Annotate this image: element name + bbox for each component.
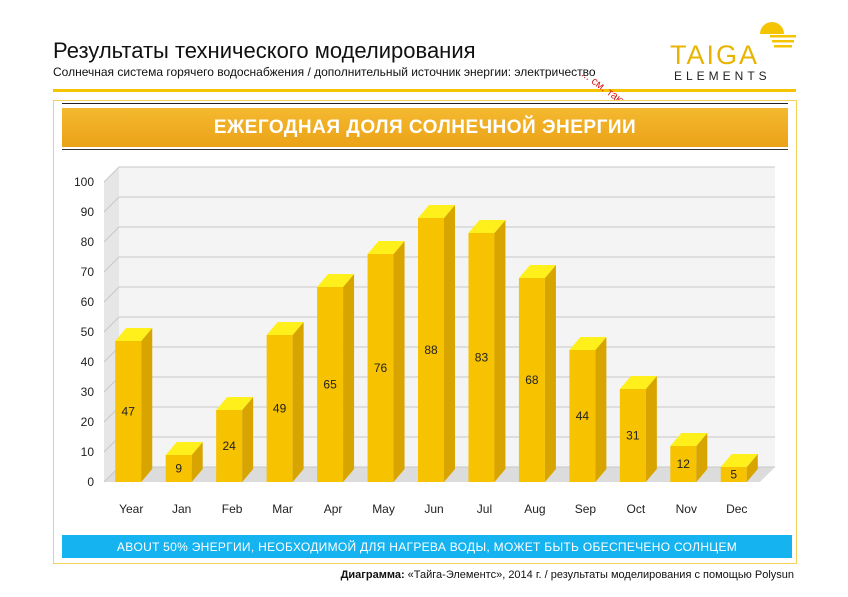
x-tick-label: Sep: [575, 502, 597, 516]
x-tick-label: Feb: [222, 502, 243, 516]
bar: [367, 254, 394, 482]
bar-side: [746, 454, 758, 482]
gridline: [103, 196, 775, 213]
data-label: 65: [323, 378, 337, 392]
gridline: [103, 286, 775, 303]
y-tick-label: 0: [87, 475, 94, 489]
bar: [569, 350, 596, 482]
chart-banner: ЕЖЕГОДНАЯ ДОЛЯ СОЛНЕЧНОЙ ЭНЕРГИИ: [62, 108, 788, 147]
bar: [468, 233, 495, 482]
bar-top: [367, 241, 405, 254]
bar: [266, 335, 293, 482]
gridline: [103, 166, 775, 183]
x-tick-label: May: [372, 502, 395, 516]
bar: [418, 218, 444, 482]
data-label: 68: [525, 373, 539, 387]
y-tick-label: 10: [81, 445, 95, 459]
chart-title: ЕЖЕГОДНАЯ ДОЛЯ СОЛНЕЧНОЙ ЭНЕРГИИ: [213, 116, 637, 138]
bar-top: [468, 220, 506, 233]
data-label: 9: [175, 462, 182, 476]
header-rule: [53, 89, 796, 92]
bar: [518, 278, 545, 482]
bar-top: [266, 322, 304, 335]
x-tick-label: Oct: [627, 502, 646, 516]
data-label: 83: [475, 351, 489, 365]
bar-top: [518, 265, 556, 278]
y-tick-label: 20: [81, 415, 95, 429]
caption-label: Диаграмма:: [340, 569, 405, 581]
gridline: [103, 256, 775, 273]
x-tick-label: Year: [119, 502, 143, 516]
y-tick-label: 60: [81, 295, 95, 309]
bar: [317, 287, 344, 482]
data-label: 47: [122, 405, 136, 419]
gridline: [103, 316, 775, 333]
y-tick-label: 50: [81, 325, 95, 339]
x-tick-label: Nov: [676, 502, 697, 516]
bar-top: [619, 376, 657, 389]
footer-text: ABOUT 50% ЭНЕРГИИ, НЕОБХОДИМОЙ ДЛЯ НАГРЕ…: [116, 539, 738, 554]
bar: [165, 455, 192, 482]
sun-icon: [758, 22, 798, 60]
bar: [720, 467, 747, 482]
data-label: 5: [730, 468, 737, 482]
data-label: 44: [576, 409, 590, 423]
bar-top: [165, 442, 203, 455]
y-tick-label: 80: [81, 235, 95, 249]
bar-top: [720, 454, 758, 467]
y-tick-label: 40: [81, 355, 95, 369]
bar-side: [645, 376, 657, 482]
banner-underline: [62, 149, 788, 150]
caption-text: «Тайга-Элементс», 2014 г. / результаты м…: [404, 569, 794, 581]
bar-side: [191, 442, 203, 482]
bar-side: [494, 220, 506, 482]
footer-bar: ABOUT 50% ЭНЕРГИИ, НЕОБХОДИМОЙ ДЛЯ НАГРЕ…: [62, 535, 792, 558]
bar-side: [242, 397, 254, 482]
x-tick-label: Jul: [477, 502, 492, 516]
data-label: 49: [273, 402, 287, 416]
data-label: 76: [374, 361, 388, 375]
frame-top-line: [62, 103, 788, 104]
x-tick-label: Dec: [726, 502, 747, 516]
gridline: [103, 226, 775, 243]
caption: Диаграмма: «Тайга-Элементс», 2014 г. / р…: [341, 569, 794, 581]
bar-top: [216, 397, 254, 410]
bar-top: [317, 274, 355, 287]
data-label: 31: [626, 429, 640, 443]
bar-side: [444, 205, 455, 482]
bar-top: [418, 205, 455, 218]
bar-side: [393, 241, 405, 482]
bar-side: [343, 274, 355, 482]
data-label: 88: [424, 343, 438, 357]
taiga-elements-logo: TAIGA ELEMENTS: [668, 18, 798, 84]
bar-side: [544, 265, 556, 482]
page-title: Результаты технического моделирования: [53, 38, 476, 63]
y-tick-label: 30: [81, 385, 95, 399]
y-tick-label: 70: [81, 265, 95, 279]
x-tick-label: Apr: [324, 502, 343, 516]
bar: [619, 389, 646, 482]
y-tick-label: 100: [74, 175, 94, 189]
bar: [115, 341, 142, 482]
bar-top: [569, 337, 607, 350]
y-tick-label: 90: [81, 205, 95, 219]
bar: [216, 410, 243, 482]
bar-top: [115, 328, 153, 341]
x-tick-label: Mar: [272, 502, 293, 516]
logo-subtext: ELEMENTS: [674, 69, 771, 83]
x-tick-label: Jan: [172, 502, 191, 516]
bar-side: [595, 337, 607, 482]
bar: [670, 446, 697, 482]
data-label: 12: [677, 457, 691, 471]
bar-top: [670, 433, 708, 446]
bar-side: [292, 322, 304, 482]
bar-side: [696, 433, 708, 482]
bar-side: [141, 328, 153, 482]
x-tick-label: Jun: [424, 502, 443, 516]
logo-text: TAIGA: [670, 40, 760, 70]
data-label: 24: [222, 439, 236, 453]
x-tick-label: Aug: [524, 502, 545, 516]
page-subtitle: Солнечная система горячего водоснабжения…: [53, 65, 596, 79]
